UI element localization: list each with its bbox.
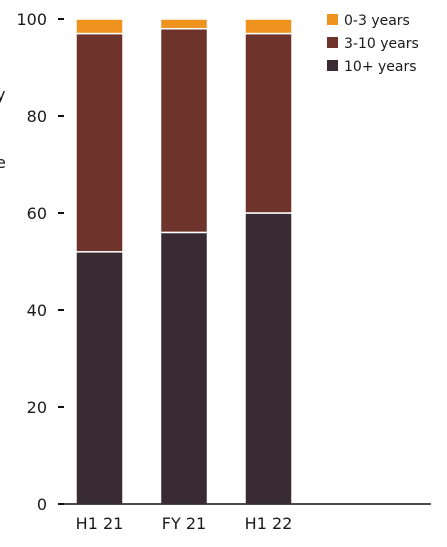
legend-swatch xyxy=(327,14,338,25)
legend-item-10-years: 10+ years xyxy=(327,59,417,75)
bar-segment-10-years xyxy=(244,212,293,505)
legend-item-3-10-years: 3-10 years xyxy=(327,36,419,52)
legend-item-0-3-years: 0-3 years xyxy=(327,13,410,29)
bar-segment-3-10-years xyxy=(75,32,124,253)
bar-stack-fy-21 xyxy=(159,18,209,505)
y-tick-label: 60 xyxy=(27,204,47,223)
legend-label: 0-3 years xyxy=(344,13,410,29)
axis-group: H1 21 FY 21 H1 22 0 20 40 60 80 100 xyxy=(16,10,431,533)
left-edge-text: y xyxy=(0,85,5,104)
legend-swatch xyxy=(327,37,338,48)
y-tick-label: 100 xyxy=(16,10,47,29)
x-tick-label: H1 22 xyxy=(245,514,293,533)
legend-label: 10+ years xyxy=(344,59,417,75)
bars-group xyxy=(75,18,293,505)
bar-segment-0-3-years xyxy=(75,18,124,35)
bar-segment-10-years xyxy=(159,231,209,505)
legend-label: 3-10 years xyxy=(344,36,419,52)
x-tick-label: FY 21 xyxy=(162,514,206,533)
bar-segment-0-3-years xyxy=(244,18,293,35)
legend: 0-3 years 3-10 years 10+ years xyxy=(327,13,419,75)
left-edge-text: e xyxy=(0,153,6,172)
y-tick-label: 0 xyxy=(37,495,47,514)
y-tick-label: 80 xyxy=(27,107,47,126)
legend-swatch xyxy=(327,60,338,71)
bar-stack-h1-21 xyxy=(75,18,124,505)
bar-segment-3-10-years xyxy=(244,32,293,214)
bar-segment-0-3-years xyxy=(159,18,209,30)
y-tick-label: 20 xyxy=(27,398,47,417)
bar-segment-3-10-years xyxy=(159,27,209,234)
y-tick-label: 40 xyxy=(27,301,47,320)
x-tick-label: H1 21 xyxy=(76,514,124,533)
left-edge-text-group: ye xyxy=(0,85,6,172)
bar-segment-10-years xyxy=(75,251,124,505)
bar-stack-h1-22 xyxy=(244,18,293,505)
